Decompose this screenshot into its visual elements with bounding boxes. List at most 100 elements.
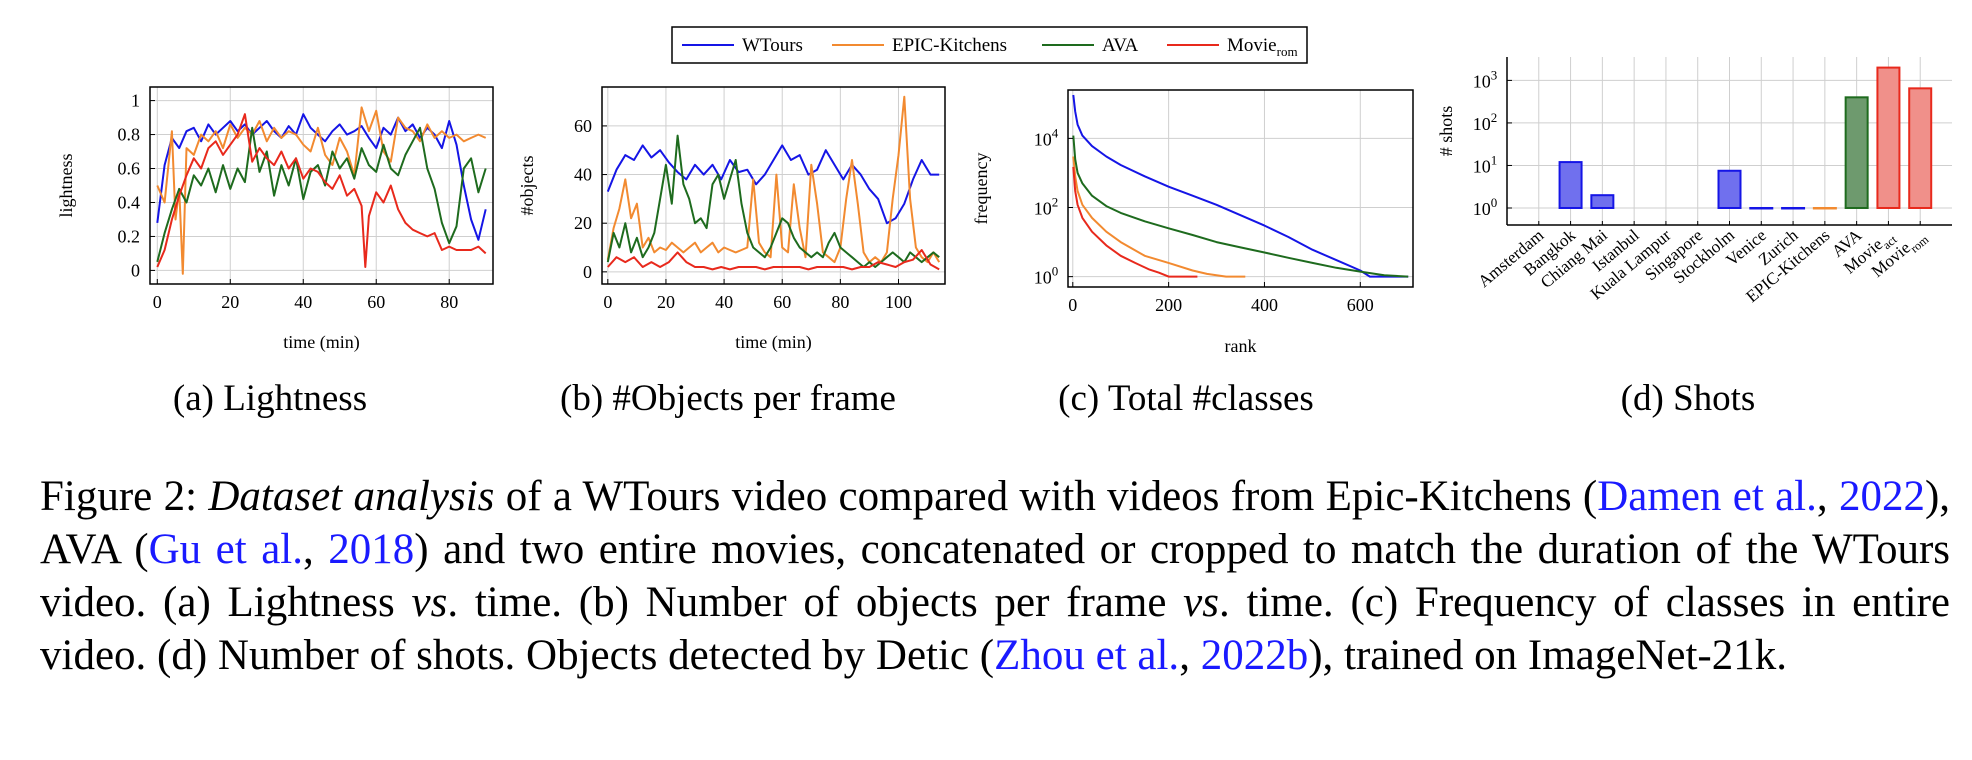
tick-base: 10	[1034, 268, 1052, 288]
tick-base: 10	[1473, 156, 1491, 176]
x-tick-label: 40	[294, 292, 312, 312]
x-tick-label: 80	[831, 292, 849, 312]
y-tick-label: 0	[583, 262, 592, 282]
tick-base: 10	[1473, 114, 1491, 134]
caption-separator: ,	[1179, 632, 1201, 679]
caption-text: . time. (c) Frequency of classes in enti…	[40, 579, 1951, 679]
x-tick-label: 20	[221, 292, 239, 312]
caption-text: ), trained on ImageNet-21k.	[1308, 632, 1787, 679]
bar-epic-kitchens	[1812, 206, 1837, 210]
x-tick-label: 40	[715, 292, 733, 312]
bar-ava	[1844, 96, 1869, 209]
y-tick-label: 102	[1473, 110, 1498, 134]
caption-text: ), AVA (	[40, 473, 1951, 573]
y-tick-label: 102	[1034, 195, 1059, 219]
tick-base: 10	[1034, 199, 1052, 219]
x-tick-label: 0	[1068, 295, 1077, 315]
y-tick-label: 104	[1034, 125, 1059, 149]
legend-label-movie-main: Movie	[1227, 35, 1277, 56]
bar-movieact	[1876, 66, 1901, 209]
bar-movierom	[1908, 87, 1933, 209]
x-tick-label: 80	[440, 292, 458, 312]
tick-base: 10	[1473, 199, 1491, 219]
series-line-wtours	[1072, 94, 1409, 278]
y-tick-label: 40	[574, 165, 592, 185]
y-tick-label: 60	[574, 116, 592, 136]
x-tick-label: 400	[1251, 295, 1278, 315]
legend-label-wtours: WTours	[742, 35, 803, 56]
tick-exponent: 0	[1491, 195, 1498, 210]
y-tick-label: 0	[131, 260, 140, 280]
series-line-movie-rom	[1072, 166, 1198, 278]
y-tick-label: 0.4	[118, 192, 141, 212]
legend: WTours EPIC-Kitchens AVA Movierom	[671, 26, 1308, 64]
tick-exponent: 3	[1491, 67, 1498, 82]
series-line-movie-rom	[156, 113, 487, 268]
y-tick-label: 101	[1473, 152, 1498, 176]
caption-text: ) and two entire movies, concatenated or…	[40, 526, 1950, 626]
x-tick-label: 0	[153, 292, 162, 312]
legend-label-wtours-main: WTours	[742, 35, 803, 56]
citation-link-gu[interactable]: Gu et al.	[148, 526, 303, 573]
x-axis-label: time (min)	[735, 332, 811, 353]
x-tick-label: 200	[1155, 295, 1182, 315]
y-tick-label: 100	[1473, 195, 1498, 219]
subfigure-caption: (c) Total #classes	[1058, 378, 1314, 419]
series-line-epic-kitchens	[1072, 156, 1246, 278]
y-tick-label: 20	[574, 213, 592, 233]
citation-link-damen[interactable]: Damen et al.	[1597, 473, 1817, 520]
citation-year-link-zhou[interactable]: 2022b	[1200, 632, 1309, 679]
y-tick-label: 100	[1034, 264, 1059, 288]
subfigure-caption: (a) Lightness	[173, 378, 367, 419]
tick-base: 10	[1034, 129, 1052, 149]
subfigure-caption: (d) Shots	[1621, 378, 1756, 419]
legend-label-epic-kitchens-main: EPIC-Kitchens	[892, 35, 1007, 56]
bar-stockholm	[1717, 169, 1742, 209]
legend-label-ava: AVA	[1102, 35, 1139, 56]
x-tick-label: 0	[603, 292, 612, 312]
tick-exponent: 1	[1491, 152, 1498, 167]
y-tick-label: 0.8	[118, 125, 141, 145]
plot-frame	[1067, 89, 1414, 288]
bar-venice	[1749, 206, 1774, 210]
y-axis-label: #objects	[517, 156, 537, 216]
series-line-wtours	[606, 144, 940, 225]
y-tick-label: 1	[131, 91, 140, 111]
tick-exponent: 2	[1491, 110, 1498, 125]
subfigure-caption: (b) #Objects per frame	[560, 378, 896, 419]
caption-italic-vs: vs	[1183, 579, 1219, 626]
y-axis-label: lightness	[56, 153, 76, 217]
x-tick-label: 100	[885, 292, 912, 312]
series-line-movie-rom	[607, 249, 940, 271]
caption-text: . time. (b) Number of objects per frame	[447, 579, 1167, 626]
x-tick-label: 20	[657, 292, 675, 312]
citation-year-link-gu[interactable]: 2018	[328, 526, 415, 573]
caption-figure-label: Figure 2:	[40, 473, 198, 520]
caption-separator: ,	[1816, 473, 1839, 520]
y-tick-label: 103	[1473, 67, 1498, 91]
caption-italic-title: Dataset analysis	[208, 473, 495, 520]
y-axis-label: # shots	[1436, 106, 1456, 157]
legend-label-ava-main: AVA	[1102, 35, 1139, 56]
citation-link-zhou[interactable]: Zhou et al.	[994, 632, 1180, 679]
series-line-epic-kitchens	[606, 95, 941, 264]
x-tick-label: 600	[1347, 295, 1374, 315]
bar-chiang-mai	[1590, 194, 1615, 209]
tick-exponent: 4	[1052, 125, 1059, 140]
series-line-ava	[1072, 135, 1409, 278]
bar-bangkok	[1558, 161, 1583, 209]
legend-label-movie: Movierom	[1227, 35, 1298, 59]
y-tick-label: 0.6	[118, 159, 141, 179]
bar-zurich	[1781, 206, 1806, 210]
chart-lightness: 0 20 40 60 80 0 0.2 0.4 0.6 0.8 1 time (min) lightne…	[56, 86, 494, 419]
tick-exponent: 2	[1052, 195, 1059, 210]
citation-year-link-damen[interactable]: 2022	[1838, 473, 1925, 520]
chart-objects-per-frame: 0 20 40 60 80 100 0 20 40 60 time (min) #objects (b)…	[517, 86, 946, 419]
caption-separator: ,	[303, 526, 329, 573]
y-tick-label: 0.2	[118, 226, 141, 246]
y-axis-label: frequency	[971, 153, 991, 225]
tick-base: 10	[1473, 71, 1491, 91]
